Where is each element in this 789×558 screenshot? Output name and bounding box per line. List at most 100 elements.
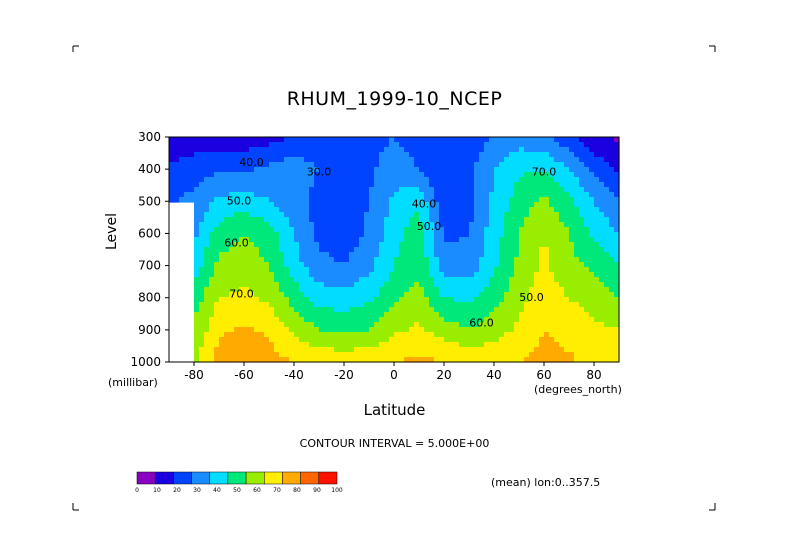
heatmap-cell	[599, 187, 605, 193]
heatmap-cell	[284, 262, 290, 268]
heatmap-cell	[474, 212, 480, 218]
heatmap-cell	[314, 182, 320, 188]
heatmap-cell	[554, 182, 560, 188]
heatmap-cell	[599, 297, 605, 303]
heatmap-cell	[544, 217, 550, 223]
heatmap-cell	[414, 287, 420, 293]
heatmap-cell	[509, 357, 515, 363]
heatmap-cell	[314, 142, 320, 148]
heatmap-cell	[334, 212, 340, 218]
heatmap-cell	[219, 187, 225, 193]
heatmap-cell	[269, 287, 275, 293]
heatmap-cell	[439, 222, 445, 228]
heatmap-cell	[254, 347, 260, 353]
heatmap-cell	[559, 162, 565, 168]
heatmap-cell	[444, 177, 450, 183]
heatmap-cell	[329, 187, 335, 193]
heatmap-cell	[289, 272, 295, 278]
heatmap-cell	[219, 237, 225, 243]
heatmap-cell	[349, 152, 355, 158]
heatmap-cell	[224, 222, 230, 228]
heatmap-cell	[399, 232, 405, 238]
heatmap-cell	[464, 212, 470, 218]
heatmap-cell	[194, 172, 200, 178]
heatmap-cell	[324, 152, 330, 158]
heatmap-cell	[339, 207, 345, 213]
heatmap-cell	[474, 312, 480, 318]
heatmap-cell	[254, 242, 260, 248]
heatmap-cell	[439, 317, 445, 323]
contour-label: 40.0	[239, 156, 264, 169]
heatmap-cell	[194, 282, 200, 288]
heatmap-cell	[539, 222, 545, 228]
y-tick-label: 500	[138, 194, 161, 208]
heatmap-cell	[309, 332, 315, 338]
heatmap-cell	[404, 267, 410, 273]
heatmap-cell	[574, 332, 580, 338]
heatmap-cell	[229, 192, 235, 198]
heatmap-cell	[359, 182, 365, 188]
heatmap-cell	[364, 152, 370, 158]
heatmap-cell	[514, 262, 520, 268]
heatmap-cell	[599, 207, 605, 213]
heatmap-cell	[249, 277, 255, 283]
heatmap-cell	[449, 227, 455, 233]
heatmap-cell	[574, 182, 580, 188]
heatmap-cell	[289, 277, 295, 283]
heatmap-cell	[244, 352, 250, 358]
heatmap-cell	[474, 172, 480, 178]
heatmap-cell	[319, 322, 325, 328]
heatmap-cell	[209, 292, 215, 298]
heatmap-cell	[409, 222, 415, 228]
heatmap-cell	[334, 302, 340, 308]
heatmap-cell	[244, 202, 250, 208]
heatmap-cell	[444, 257, 450, 263]
heatmap-cell	[464, 232, 470, 238]
heatmap-cell	[509, 287, 515, 293]
heatmap-cell	[549, 282, 555, 288]
heatmap-cell	[344, 302, 350, 308]
heatmap-cell	[294, 152, 300, 158]
heatmap-cell	[604, 217, 610, 223]
heatmap-cell	[309, 172, 315, 178]
heatmap-cell	[504, 207, 510, 213]
heatmap-cell	[319, 172, 325, 178]
heatmap-cell	[304, 142, 310, 148]
heatmap-cell	[419, 352, 425, 358]
heatmap-cell	[244, 257, 250, 263]
heatmap-cell	[239, 237, 245, 243]
heatmap-cell	[224, 242, 230, 248]
heatmap-cell	[539, 172, 545, 178]
heatmap-cell	[549, 337, 555, 343]
heatmap-cell	[364, 312, 370, 318]
heatmap-cell	[454, 137, 460, 143]
heatmap-cell	[604, 167, 610, 173]
heatmap-cell	[569, 352, 575, 358]
heatmap-cell	[609, 157, 615, 163]
heatmap-cell	[289, 292, 295, 298]
heatmap-cell	[344, 217, 350, 223]
heatmap-cell	[564, 277, 570, 283]
heatmap-cell	[329, 227, 335, 233]
heatmap-cell	[274, 222, 280, 228]
heatmap-cell	[569, 347, 575, 353]
heatmap-cell	[529, 147, 535, 153]
heatmap-cell	[549, 292, 555, 298]
heatmap-cell	[299, 252, 305, 258]
heatmap-cell	[244, 252, 250, 258]
heatmap-cell	[374, 257, 380, 263]
heatmap-cell	[494, 307, 500, 313]
heatmap-cell	[249, 167, 255, 173]
heatmap-cell	[524, 217, 530, 223]
heatmap-cell	[314, 257, 320, 263]
heatmap-cell	[394, 357, 400, 363]
heatmap-cell	[384, 212, 390, 218]
heatmap-cell	[469, 162, 475, 168]
heatmap-cell	[529, 182, 535, 188]
heatmap-cell	[524, 267, 530, 273]
heatmap-cell	[379, 347, 385, 353]
heatmap-cell	[339, 217, 345, 223]
heatmap-cell	[259, 342, 265, 348]
heatmap-cell	[594, 292, 600, 298]
